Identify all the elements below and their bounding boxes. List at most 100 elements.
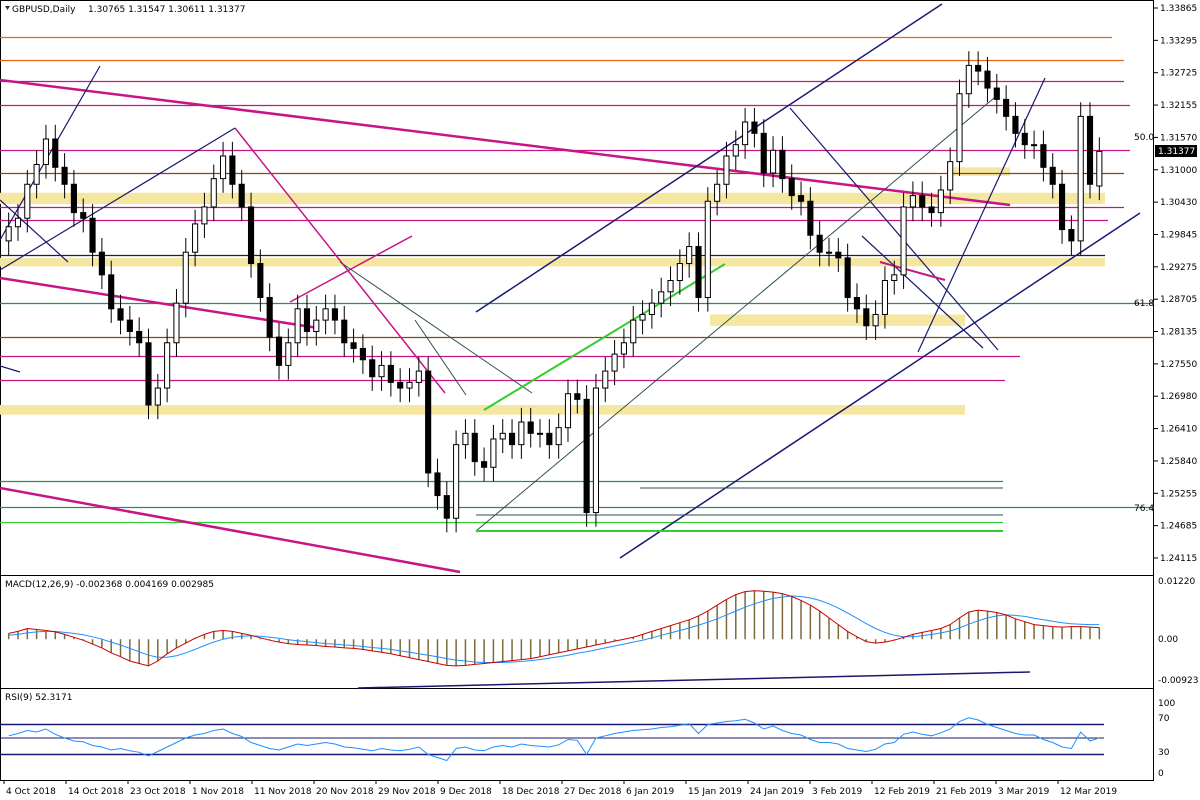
price-tick-label: 1.26980 — [1160, 392, 1197, 402]
candle-body — [220, 155, 227, 180]
current-price-tag: 1.31377 — [1155, 145, 1197, 157]
rsi-tick-30: 30 — [1158, 748, 1170, 758]
candle-body — [499, 432, 506, 440]
price-tick-label: 1.27550 — [1160, 360, 1197, 370]
candle-body — [136, 330, 143, 344]
candle-body — [881, 280, 888, 315]
date-tick-label: 12 Feb 2019 — [874, 787, 930, 797]
candle-body — [1086, 115, 1094, 185]
candle-body — [98, 251, 105, 276]
candle-body — [536, 432, 544, 435]
rsi-tick-100: 100 — [1158, 699, 1175, 709]
candle-body — [807, 200, 814, 236]
rsi-title: RSI(9) 52.3171 — [5, 693, 72, 703]
candle-body — [592, 387, 600, 514]
price-tick-label: 1.33295 — [1160, 36, 1197, 46]
price-axis: 1.33865 1.33295 1.32725 1.32155 1.31570 1.310… — [1154, 4, 1197, 564]
candle-body — [816, 234, 823, 253]
collapse-triangle-icon[interactable] — [5, 6, 10, 10]
date-tick-label: 3 Mar 2019 — [998, 787, 1050, 797]
candle-body — [732, 144, 739, 157]
macd-tick-top: 0.01220 — [1158, 577, 1195, 587]
price-tick-label: 1.31570 — [1160, 133, 1197, 143]
trendline — [619, 212, 1141, 559]
candle-body — [508, 432, 516, 446]
candle-body — [471, 432, 478, 463]
fib-label-76: 76.4 — [1134, 504, 1154, 514]
candle-body — [956, 93, 963, 163]
date-tick-label: 21 Feb 2019 — [936, 787, 992, 797]
candle-body — [266, 296, 273, 338]
trendline — [879, 261, 946, 281]
candle-body — [965, 64, 972, 95]
candle-body — [415, 370, 422, 383]
candle-body — [425, 370, 432, 474]
price-tick-label: 1.33865 — [1160, 4, 1197, 14]
price-tick-label: 1.25840 — [1160, 457, 1197, 467]
candle-body — [676, 263, 683, 282]
candle-body — [900, 206, 907, 276]
candle-body — [630, 319, 637, 344]
candle-body — [359, 347, 366, 361]
trendline — [0, 127, 236, 271]
macd-signal-line — [8, 595, 1100, 663]
candle-body — [984, 70, 991, 89]
candle-body — [182, 251, 189, 304]
candle-body — [639, 313, 646, 321]
trendline — [475, 92, 1001, 532]
candle-body — [257, 263, 264, 298]
date-tick-label: 12 Mar 2019 — [1060, 787, 1117, 797]
macd-tick-zero: 0.00 — [1158, 635, 1178, 645]
rsi-line — [8, 717, 1100, 762]
candle-body — [164, 342, 171, 389]
trendline — [0, 199, 69, 263]
rsi-indicator — [0, 717, 1104, 762]
candle-body — [797, 195, 805, 202]
date-tick-label: 29 Nov 2018 — [378, 787, 436, 797]
candle-body — [369, 359, 376, 378]
candle-body — [863, 308, 870, 327]
trendline — [0, 365, 21, 373]
candle-body — [788, 178, 795, 197]
trendline — [0, 486, 461, 574]
candle-body — [378, 364, 385, 378]
date-tick-label: 6 Jan 2019 — [626, 787, 674, 797]
ohlc-values: 1.30765 1.31547 1.30611 1.31377 — [88, 5, 245, 15]
candle-body — [294, 308, 301, 344]
candle-body — [61, 166, 68, 185]
price-tick-label: 1.29275 — [1160, 263, 1197, 273]
candle-body — [844, 257, 851, 298]
candle-body — [173, 302, 180, 344]
symbol-header: GBPUSD,Daily 1.30765 1.31547 1.30611 1.3… — [5, 5, 245, 15]
candle-body — [835, 251, 842, 259]
candle-body — [928, 206, 935, 214]
candle-body — [192, 223, 199, 253]
macd-indicator — [7, 590, 1101, 667]
candle-body — [770, 149, 777, 174]
trendline — [234, 127, 446, 394]
candle-body — [14, 217, 22, 228]
candle-body — [275, 336, 283, 366]
date-tick-label: 15 Jan 2019 — [688, 787, 742, 797]
candle-body — [154, 387, 161, 406]
date-tick-label: 9 Dec 2018 — [440, 787, 492, 797]
candle-body — [947, 161, 954, 191]
rsi-tick-0: 0 — [1158, 769, 1164, 779]
trendline — [789, 107, 999, 351]
candle-body — [695, 246, 702, 298]
candle-body — [546, 432, 553, 446]
candle-body — [527, 421, 534, 434]
candle-body — [285, 342, 292, 366]
candle-body — [583, 398, 590, 514]
candle-body — [1049, 166, 1056, 185]
candle-body — [52, 138, 59, 168]
candle-body — [322, 308, 329, 321]
candle-body — [1012, 115, 1019, 134]
candle-body — [70, 183, 77, 214]
candle-body — [481, 461, 488, 468]
candle-body — [825, 251, 833, 254]
candle-body — [443, 495, 450, 519]
candle-body — [872, 313, 879, 327]
support-band — [0, 192, 1105, 205]
